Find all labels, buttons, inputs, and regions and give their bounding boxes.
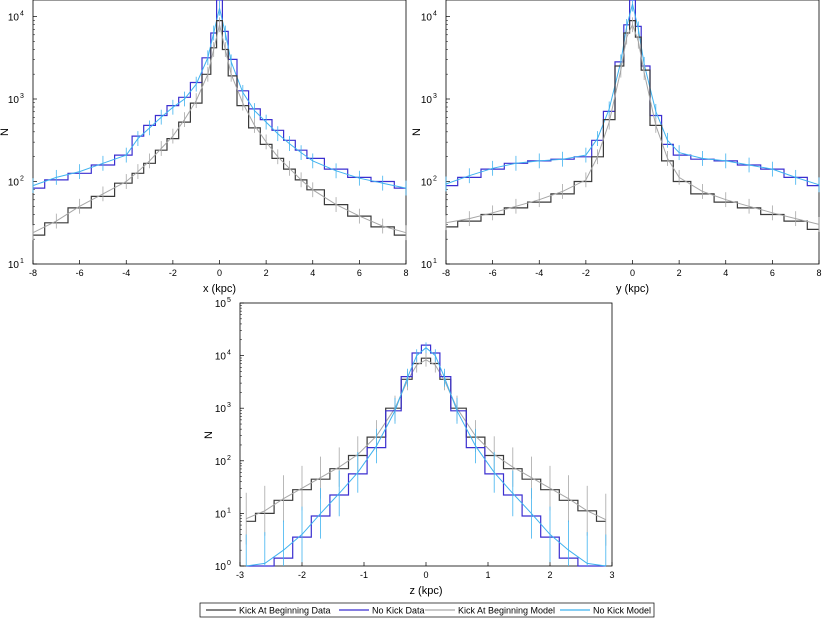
panel-x-series — [32, 0, 407, 241]
xtick-label: 3 — [609, 570, 614, 580]
ytick-exponent: 1 — [20, 258, 24, 265]
xtick-label: -8 — [442, 268, 450, 278]
ytick-label: 10 — [421, 13, 433, 24]
ytick-label: 10 — [215, 299, 227, 310]
xtick-label: -4 — [535, 268, 543, 278]
panel-x-ylabel: N — [0, 128, 11, 136]
series-step-kick_data — [33, 20, 406, 236]
xtick-label: 6 — [770, 268, 775, 278]
xtick-label: 4 — [723, 268, 728, 278]
xtick-label: 0 — [630, 268, 635, 278]
ytick-exponent: 5 — [227, 297, 231, 304]
ytick-exponent: 0 — [227, 560, 231, 567]
ytick-exponent: 1 — [227, 507, 231, 514]
series-step-kick_data — [446, 20, 819, 230]
panel-z-xlabel: z (kpc) — [410, 585, 443, 597]
xtick-label: 1 — [485, 570, 490, 580]
series-model-kick_model — [246, 359, 607, 521]
panel-x-xlabel: x (kpc) — [203, 283, 236, 295]
xtick-label: 2 — [264, 268, 269, 278]
ytick-exponent: 4 — [433, 11, 437, 18]
xtick-label: -3 — [236, 570, 244, 580]
xtick-label: -2 — [298, 570, 306, 580]
ytick-label: 10 — [421, 95, 433, 106]
panel-z-series — [245, 342, 607, 567]
ytick-exponent: 2 — [433, 176, 437, 183]
xtick-label: -6 — [76, 268, 84, 278]
ytick-label: 10 — [215, 404, 227, 415]
panel-x-xticks: -8 -6 -4 -2 0 2 4 6 8 — [29, 260, 409, 278]
series-model-nokick_model — [246, 347, 606, 567]
legend-label: Kick At Beginning Data — [239, 606, 331, 616]
xtick-label: -1 — [360, 570, 368, 580]
legend-item: No Kick Model — [560, 606, 651, 616]
panel-x-frame — [32, 0, 407, 265]
xtick-label: -6 — [489, 268, 497, 278]
xtick-label: -2 — [582, 268, 590, 278]
series-step-nokick_data — [246, 344, 606, 567]
panel-y-series — [445, 0, 820, 232]
xtick-label: 8 — [816, 268, 821, 278]
panel-y-xticks: -8 -6 -4 -2 0 2 4 6 8 — [442, 260, 822, 278]
ytick-exponent: 3 — [227, 402, 231, 409]
xtick-label: 2 — [547, 570, 552, 580]
ytick-exponent: 1 — [433, 258, 437, 265]
ytick-label: 10 — [8, 178, 20, 189]
legend-item: Kick At Beginning Data — [206, 606, 331, 616]
xtick-label: 0 — [423, 570, 428, 580]
ytick-exponent: 2 — [227, 455, 231, 462]
legend-label: No Kick Data — [372, 606, 425, 616]
xtick-label: -2 — [169, 268, 177, 278]
ytick-label: 10 — [8, 95, 20, 106]
series-model-nokick_model — [32, 8, 407, 189]
ytick-label: 10 — [421, 260, 433, 271]
ytick-label: 10 — [421, 178, 433, 189]
ytick-label: 10 — [215, 509, 227, 520]
ytick-label: 10 — [215, 352, 227, 363]
panel-z-xticks: -3 -2 -1 0 1 2 3 — [236, 562, 615, 580]
xtick-label: 6 — [357, 268, 362, 278]
xtick-label: -4 — [122, 268, 130, 278]
xtick-label: 0 — [217, 268, 222, 278]
panel-y-xlabel: y (kpc) — [616, 283, 649, 295]
legend-item: Kick At Beginning Model — [425, 606, 555, 616]
ytick-label: 10 — [215, 457, 227, 468]
legend-label: No Kick Model — [593, 606, 651, 616]
ytick-label: 10 — [8, 13, 20, 24]
legend-item: No Kick Data — [339, 606, 425, 616]
series-step-kick_data — [246, 357, 606, 522]
ytick-exponent: 4 — [20, 11, 24, 18]
panel-z-ylabel: N — [203, 431, 215, 439]
panel-y-ylabel: N — [411, 128, 423, 136]
series-model-kick_model — [32, 24, 407, 234]
ytick-label: 10 — [215, 562, 227, 573]
ytick-exponent: 3 — [20, 93, 24, 100]
ytick-exponent: 3 — [433, 93, 437, 100]
legend-label: Kick At Beginning Model — [458, 606, 555, 616]
ytick-label: 10 — [8, 260, 20, 271]
series-model-kick_model — [445, 23, 820, 225]
xtick-label: 4 — [310, 268, 315, 278]
ytick-exponent: 2 — [20, 176, 24, 183]
legend: Kick At Beginning Data No Kick Data Kick… — [199, 602, 655, 618]
xtick-label: 2 — [677, 268, 682, 278]
xtick-label: -8 — [29, 268, 37, 278]
xtick-label: 8 — [403, 268, 408, 278]
ytick-exponent: 4 — [227, 350, 231, 357]
panel-y-frame — [445, 0, 820, 265]
